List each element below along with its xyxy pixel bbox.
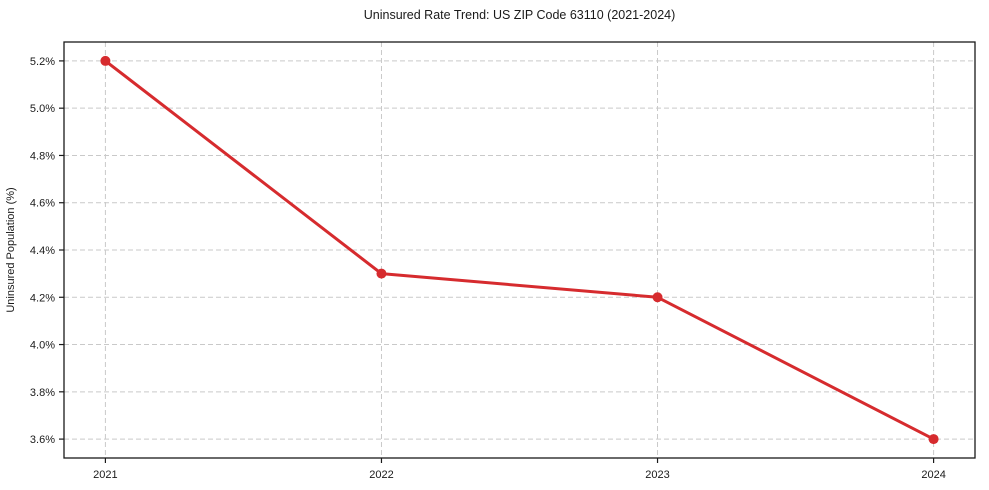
data-point — [100, 55, 111, 66]
y-tick-label: 4.8% — [30, 150, 55, 162]
data-point — [376, 268, 387, 279]
y-tick-label: 3.8% — [30, 387, 55, 399]
x-tick-label: 2021 — [93, 469, 117, 481]
y-tick-label: 4.2% — [30, 292, 55, 304]
y-tick-label: 4.4% — [30, 245, 55, 257]
chart-title: Uninsured Rate Trend: US ZIP Code 63110 … — [363, 8, 676, 22]
y-tick-label: 5.0% — [30, 103, 55, 115]
data-point — [928, 434, 939, 445]
y-tick-label: 5.2% — [30, 56, 55, 68]
data-point — [652, 292, 663, 303]
x-tick-label: 2022 — [369, 469, 393, 481]
y-axis-label: Uninsured Population (%) — [5, 187, 17, 312]
x-tick-label: 2023 — [645, 469, 669, 481]
y-tick-label: 4.6% — [30, 198, 55, 210]
x-tick-label: 2024 — [921, 469, 945, 481]
y-tick-label: 4.0% — [30, 340, 55, 352]
y-tick-label: 3.6% — [30, 434, 55, 446]
trend-line — [103, 59, 936, 441]
